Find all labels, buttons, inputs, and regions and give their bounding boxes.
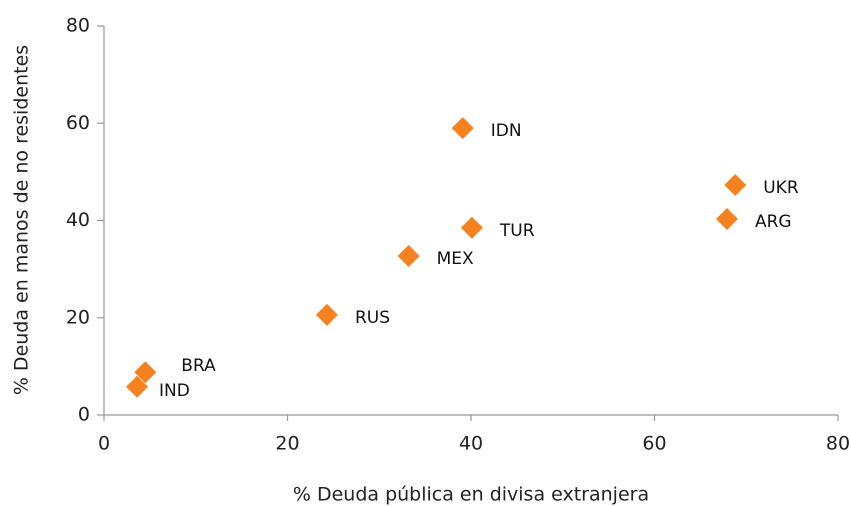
- point-label: IDN: [491, 121, 522, 141]
- point-label: RUS: [355, 308, 390, 328]
- point: [315, 303, 338, 326]
- y-tick-label: 80: [66, 15, 90, 37]
- y-tick-label: 0: [78, 404, 90, 426]
- point-label: BRA: [181, 356, 216, 376]
- point-label: MEX: [437, 249, 474, 269]
- point: [397, 244, 420, 267]
- x-tick-label: 40: [459, 433, 483, 455]
- y-tick-label: 20: [66, 306, 90, 328]
- x-tick-label: 60: [642, 433, 666, 455]
- point: [126, 375, 149, 398]
- point: [134, 361, 157, 384]
- x-axis-label: % Deuda pública en divisa extranjera: [293, 484, 649, 506]
- y-tick-label: 60: [66, 112, 90, 134]
- point: [724, 174, 747, 197]
- x-tick-label: 20: [275, 433, 299, 455]
- point: [715, 208, 738, 231]
- x-tick-label: 80: [826, 433, 850, 455]
- point: [451, 117, 474, 140]
- point-label: ARG: [755, 212, 792, 232]
- x-tick-label: 0: [98, 433, 110, 455]
- point-label: UKR: [763, 178, 799, 198]
- y-tick-label: 40: [66, 209, 90, 231]
- point-label: TUR: [499, 221, 535, 241]
- point: [460, 216, 483, 239]
- y-axis-label: % Deuda en manos de no residentes: [11, 45, 33, 395]
- point-label: IND: [159, 381, 190, 401]
